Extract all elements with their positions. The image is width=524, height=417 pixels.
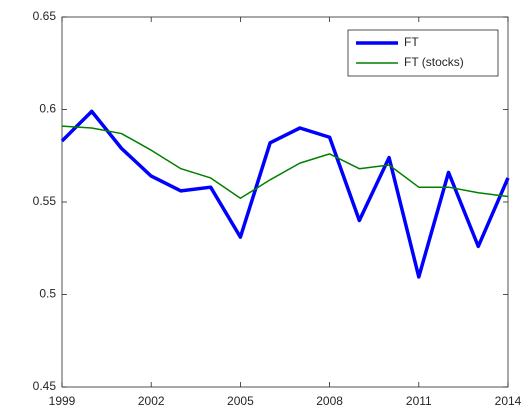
legend-label: FT (stocks) — [404, 55, 464, 69]
y-tick-label: 0.55 — [33, 194, 57, 208]
x-tick-label: 2002 — [138, 394, 165, 408]
x-tick-label: 2005 — [227, 394, 254, 408]
x-tick-label: 1999 — [49, 394, 76, 408]
x-tick-label: 2008 — [316, 394, 343, 408]
legend-label: FT — [404, 35, 419, 49]
y-tick-label: 0.65 — [33, 9, 57, 23]
y-tick-label: 0.45 — [33, 379, 57, 393]
plot-box — [61, 16, 509, 388]
series-line — [61, 125, 509, 200]
legend-box — [347, 29, 499, 77]
x-tick-label: 2011 — [406, 394, 432, 408]
series-line — [60, 109, 510, 279]
x-tick-label: 2014 — [495, 394, 522, 408]
y-tick-label: 0.5 — [39, 287, 56, 301]
y-tick-label: 0.6 — [39, 102, 56, 116]
